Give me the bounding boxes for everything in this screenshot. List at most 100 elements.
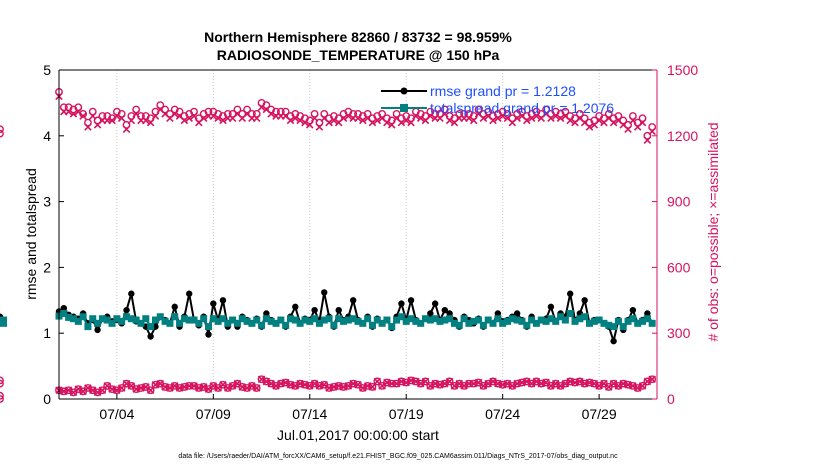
obs_possible-point	[233, 105, 242, 114]
obs_possible-point	[132, 105, 141, 114]
obs_possible-point	[161, 105, 169, 114]
obs_low_possible-point	[0, 376, 4, 385]
spread-point	[571, 317, 579, 325]
obs_assimilated-marker	[79, 112, 87, 120]
spread-point	[151, 316, 159, 324]
rmse-point	[431, 300, 439, 307]
spread-point	[431, 315, 439, 323]
obs_assimilated-marker	[513, 114, 521, 123]
obs_assimilated-marker	[64, 107, 73, 116]
obs_assimilated-marker	[532, 112, 541, 120]
obs_assimilated-marker	[132, 110, 140, 118]
spread-point	[489, 319, 497, 327]
spread-point	[499, 319, 507, 327]
obs_low_possible-point	[648, 375, 657, 384]
obs_possible-point	[440, 105, 449, 114]
obs_assimilated-marker	[441, 110, 449, 118]
x-tick-label: 07/19	[389, 406, 424, 422]
spread-point	[547, 315, 555, 323]
spread-point	[84, 323, 92, 331]
obs_low_possible-point	[638, 381, 647, 390]
spread-point	[253, 316, 261, 324]
spread-point	[238, 315, 246, 323]
obs_possible-point	[59, 103, 68, 112]
spread-point	[166, 319, 174, 327]
obs_possible-point	[614, 112, 623, 120]
y-tick-label: 2	[43, 259, 51, 275]
spread-point	[185, 316, 193, 324]
legend-spread-label: totalspread grand pr = 1.2076	[430, 100, 614, 116]
obs_low_possible-point	[421, 377, 430, 386]
obs_low_possible-point	[465, 379, 473, 388]
ticks: 07/04 07/09 07/14 07/19 07/24 07/29 0 1 2 3 4 5 0 300…	[43, 62, 698, 422]
spread-point	[552, 317, 560, 325]
y-right-tick-label: 900	[667, 194, 691, 210]
spread-point	[209, 315, 217, 323]
spread-point	[590, 317, 598, 325]
obs_assimilated-marker	[489, 116, 497, 125]
obs_possible-point	[624, 120, 632, 129]
obs_low_possible-marker	[252, 384, 261, 392]
spread-point	[648, 319, 656, 327]
y-axis-right-label: # of obs: o=possible; ×=assimilated	[705, 122, 721, 341]
obs_possible-point	[320, 109, 329, 118]
spread-point	[98, 315, 106, 323]
obs_assimilated-marker	[185, 114, 193, 123]
obs_possible-point	[190, 107, 198, 116]
rmse-point	[629, 306, 637, 314]
obs_assimilated-marker	[310, 114, 319, 123]
spread-point	[460, 315, 468, 323]
spread-point	[103, 316, 111, 324]
spread-point	[629, 315, 637, 323]
y-axis-label: rmse and totalspread	[23, 168, 39, 300]
obs_assimilated-marker	[354, 114, 362, 123]
spread-point	[470, 317, 478, 325]
spread-point	[619, 323, 627, 331]
spread-point	[325, 315, 333, 323]
spread-point	[455, 321, 463, 329]
spread-point	[484, 316, 492, 324]
obs_assimilated-marker	[209, 112, 218, 120]
spread-point	[108, 319, 116, 327]
spread-point	[113, 315, 121, 323]
obs_possible-point	[518, 107, 526, 116]
spread-point	[426, 316, 434, 324]
spread-point	[311, 315, 319, 323]
spread-point	[142, 315, 150, 323]
spread-point	[614, 317, 622, 325]
rmse-point	[210, 300, 217, 307]
obs_assimilated-marker	[344, 112, 353, 120]
spread-point	[624, 317, 632, 325]
obs_possible-point	[392, 109, 401, 118]
obs_low_possible-marker	[648, 375, 656, 384]
obs_assimilated-marker	[117, 114, 126, 123]
spread-point	[402, 317, 410, 325]
obs_assimilated-marker	[498, 112, 507, 120]
spread-point	[634, 319, 642, 327]
obs_possible-point	[455, 109, 464, 118]
rmse-point	[407, 297, 415, 304]
spread-point	[65, 313, 73, 321]
spread-point	[335, 315, 343, 323]
rmse-point	[644, 310, 651, 317]
obs_assimilated-marker	[595, 116, 603, 125]
spread-point	[147, 323, 155, 331]
spread-point	[465, 319, 473, 327]
obs_assimilated-marker	[199, 114, 208, 123]
obs_possible-point	[638, 114, 647, 123]
spread-point	[542, 317, 550, 325]
spread-point	[393, 316, 401, 324]
spread-point	[422, 315, 430, 323]
plot-area	[59, 70, 657, 399]
rmse-point	[321, 289, 328, 296]
spread-point	[258, 321, 266, 329]
obs_possible-point	[88, 107, 97, 116]
rmse-point	[263, 310, 270, 317]
obs_possible-point	[542, 105, 550, 114]
obs_low_possible-point	[0, 395, 4, 403]
obs_possible-point	[474, 105, 483, 114]
obs_assimilated-marker	[127, 116, 136, 125]
obs_low_possible-point	[146, 386, 155, 395]
spread-point	[364, 315, 372, 323]
obs_possible-point	[74, 103, 83, 112]
